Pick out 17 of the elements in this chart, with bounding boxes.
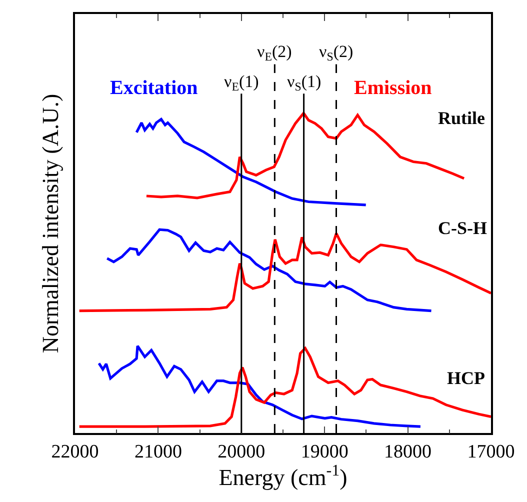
ref-line-label: ν$_{S}$(1) — [287, 72, 322, 94]
ref-line-label: ν$_{S}$(2) — [319, 42, 354, 64]
x-tick-label: 20000 — [218, 442, 266, 463]
annotation: C-S-H — [438, 218, 487, 238]
text: Excitation — [110, 77, 198, 99]
ref-line-label: ν$_{E}$(1) — [224, 72, 259, 94]
x-tick-label: 19000 — [300, 442, 348, 463]
x-tick-label: 22000 — [51, 442, 99, 463]
annotation: HCP — [447, 368, 485, 388]
text: Emission — [354, 77, 432, 99]
x-tick-label: 18000 — [384, 442, 432, 463]
x-axis-title: Energy (cm$^{-1}$) — [218, 462, 348, 490]
x-tick-label: 21000 — [134, 442, 182, 463]
annotation: Rutile — [438, 108, 486, 128]
y-axis-title: Normalized intensity (A.U.) — [38, 94, 64, 354]
x-tick-label: 17000 — [467, 442, 515, 463]
ref-line-label: ν$_{E}$(2) — [257, 42, 292, 64]
